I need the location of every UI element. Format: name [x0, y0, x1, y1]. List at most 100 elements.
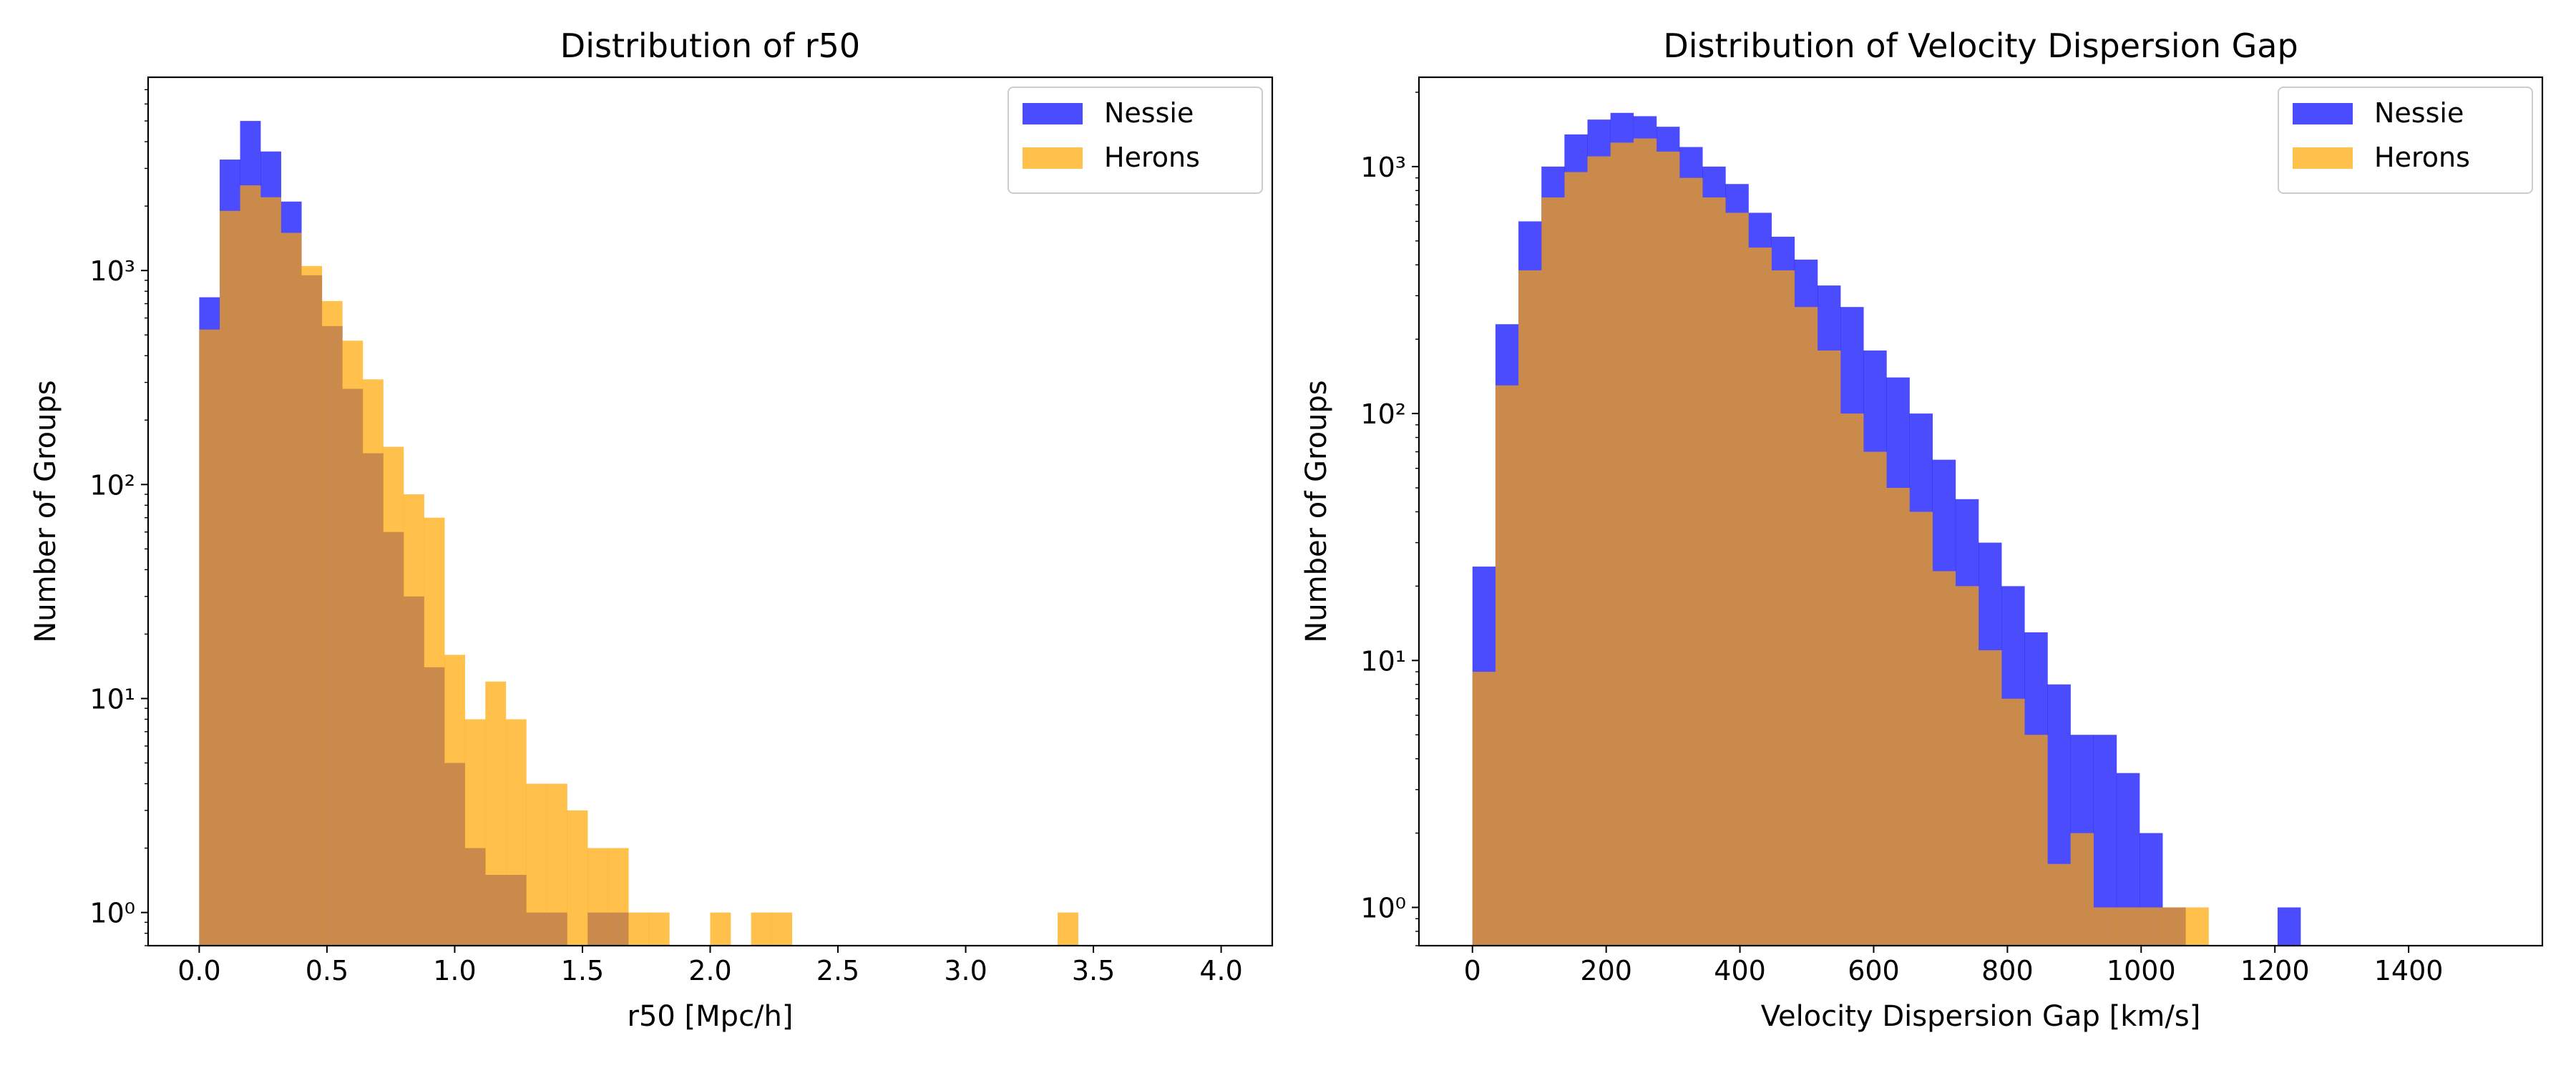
legend-label-herons: Herons: [1104, 142, 1200, 173]
chart-title: Distribution of r50: [560, 26, 860, 65]
histogram-bar: [1979, 650, 2002, 946]
legend: Nessie Herons: [1008, 87, 1263, 194]
histogram-bar: [2093, 907, 2117, 946]
x-tick-label: 600: [1848, 955, 1900, 986]
histogram-bar: [1564, 172, 1588, 946]
legend-label-herons: Herons: [2374, 142, 2470, 173]
histogram-bar: [628, 912, 650, 946]
y-tick-label: 10²: [89, 469, 135, 501]
histogram-bar: [2185, 907, 2209, 946]
histogram-bar: [1794, 307, 1818, 946]
series-herons-bars: [199, 185, 1078, 946]
histogram-bar: [2070, 833, 2094, 946]
y-tick-label: 10²: [1360, 398, 1406, 430]
histogram-bar: [1472, 672, 1496, 946]
x-tick-label: 200: [1580, 955, 1632, 986]
legend-swatch-nessie: [1023, 103, 1083, 124]
histogram-bar: [1679, 177, 1703, 946]
histogram-bar: [1909, 511, 1933, 946]
x-tick-label: 4.0: [1199, 955, 1242, 986]
histogram-bar: [1610, 142, 1634, 946]
histogram-bar: [2001, 698, 2025, 946]
histogram-bar: [1771, 270, 1795, 946]
y-tick-label: 10¹: [1360, 645, 1406, 677]
histogram-bar: [2140, 907, 2163, 946]
histogram-bar: [2277, 907, 2301, 946]
histogram-bar: [1587, 156, 1611, 946]
histogram-bar: [342, 340, 364, 946]
histogram-bar: [464, 719, 486, 946]
legend: Nessie Herons: [2278, 87, 2533, 194]
histogram-bar: [1955, 586, 1979, 946]
y-tick-label: 10⁰: [1360, 893, 1406, 924]
histogram-bar: [710, 912, 731, 946]
x-tick-label: 1200: [2240, 955, 2310, 986]
x-tick-label: 2.5: [816, 955, 859, 986]
legend-swatch-herons: [1023, 147, 1083, 169]
histogram-bar: [1495, 385, 1519, 946]
y-tick-label: 10³: [1360, 152, 1406, 183]
histogram-bar: [2024, 735, 2048, 946]
histogram-bar: [546, 783, 567, 946]
histogram-bar: [362, 379, 384, 946]
histogram-bar: [2162, 907, 2186, 946]
x-axis-label: r50 [Mpc/h]: [628, 1000, 794, 1033]
histogram-bar: [404, 494, 424, 946]
histogram-bar: [1541, 197, 1565, 946]
x-tick-label: 400: [1714, 955, 1766, 986]
histogram-bar: [321, 300, 343, 946]
x-tick-label: 2.0: [688, 955, 731, 986]
y-tick-label: 10³: [89, 255, 135, 287]
x-tick-label: 800: [1981, 955, 2034, 986]
histogram-bar: [526, 783, 547, 946]
x-tick-label: 3.0: [944, 955, 987, 986]
histogram-bar: [1518, 270, 1542, 946]
chart-title: Distribution of Velocity Dispersion Gap: [1663, 26, 2298, 65]
x-tick-label: 0: [1464, 955, 1481, 986]
y-axis-label: Number of Groups: [1300, 380, 1333, 642]
series-herons-bars: [1472, 138, 2209, 946]
histogram-bar: [1748, 248, 1772, 946]
histogram-bar: [1058, 912, 1078, 946]
legend-swatch-herons: [2293, 147, 2353, 169]
x-tick-label: 1.0: [433, 955, 476, 986]
histogram-bar: [648, 912, 670, 946]
histogram-bar: [1817, 350, 1841, 946]
histogram-bar: [280, 232, 302, 946]
histogram-bar: [771, 912, 793, 946]
histogram-bar: [1702, 197, 1726, 946]
histogram-bar: [1633, 138, 1657, 946]
histogram-bar: [2047, 863, 2071, 946]
histogram-bar: [1656, 151, 1680, 946]
histogram-bar: [444, 655, 466, 946]
histogram-bar: [751, 912, 772, 946]
y-tick-label: 10¹: [89, 683, 135, 715]
x-tick-label: 1000: [2107, 955, 2176, 986]
x-tick-label: 0.5: [306, 955, 348, 986]
histogram-bar: [1886, 488, 1910, 946]
x-tick-label: 0.0: [177, 955, 220, 986]
histogram-bar: [219, 210, 240, 946]
histogram-bar: [1863, 451, 1887, 946]
histogram-bar: [260, 197, 281, 946]
x-tick-label: 3.5: [1072, 955, 1115, 986]
histogram-bar: [608, 848, 629, 946]
histogram-bar: [587, 848, 608, 946]
histogram-bar: [240, 185, 261, 946]
r50-histogram-panel: 0.0 0.5 1.0 1.5 2.0 2.5 3.0 3.5 4.0 10⁰ 10¹ 10² 10³ D…: [29, 26, 1274, 1033]
x-tick-label: 1400: [2374, 955, 2444, 986]
histogram-bar: [1840, 413, 1864, 946]
legend-label-nessie: Nessie: [1104, 97, 1194, 129]
histogram-bar: [505, 719, 527, 946]
histogram-bar: [1932, 571, 1956, 946]
x-axis-label: Velocity Dispersion Gap [km/s]: [1761, 1000, 2201, 1033]
y-tick-label: 10⁰: [89, 898, 135, 929]
histogram-bar: [199, 329, 220, 946]
histogram-bar: [485, 681, 507, 946]
histogram-bar: [383, 446, 404, 946]
legend-label-nessie: Nessie: [2374, 97, 2464, 129]
x-tick-label: 1.5: [561, 955, 604, 986]
histogram-bar: [301, 265, 323, 946]
legend-swatch-nessie: [2293, 103, 2353, 124]
